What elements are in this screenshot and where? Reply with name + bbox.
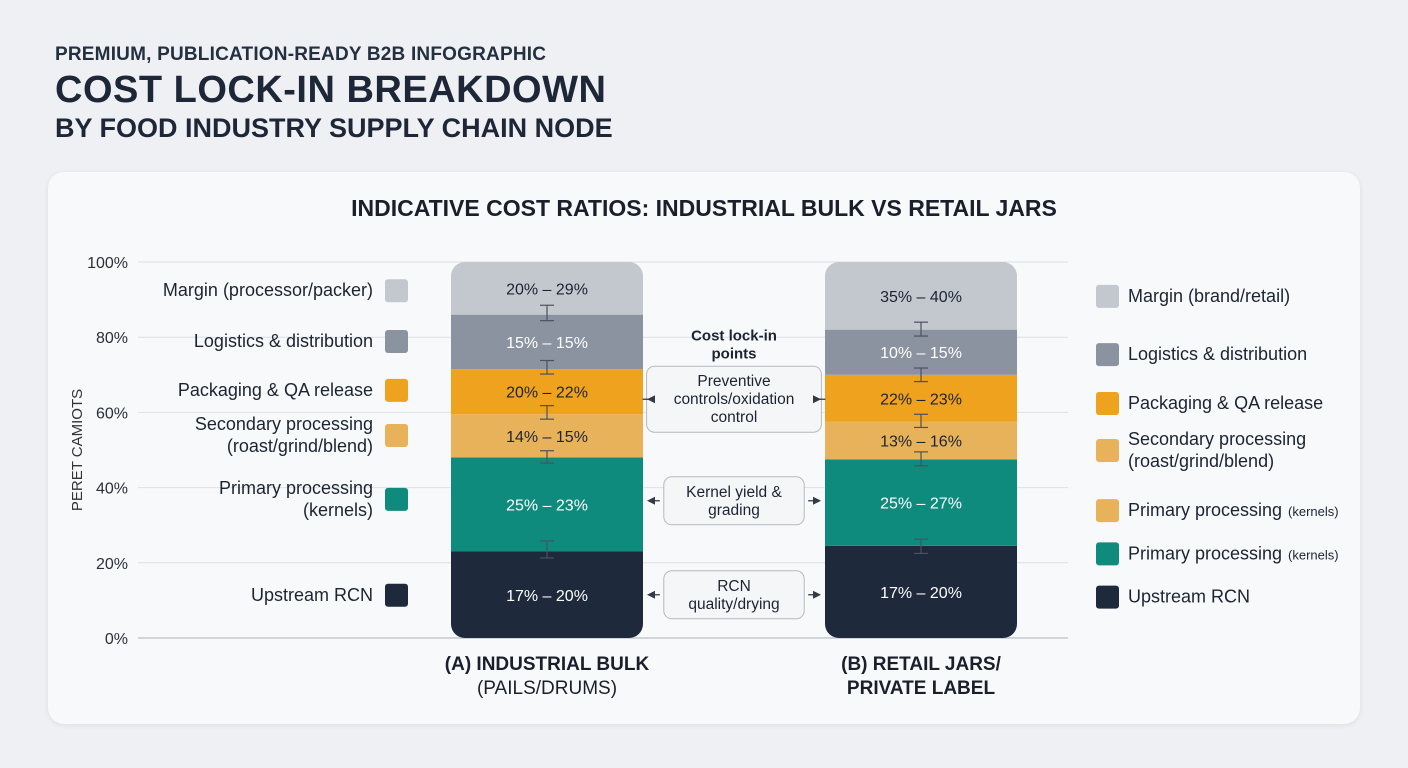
segment-label: 14% – 15%: [506, 429, 588, 446]
legend-label: Margin (brand/retail): [1128, 286, 1290, 306]
annotation-arrowhead: [647, 591, 655, 599]
legend-swatch-packaging: [385, 379, 408, 402]
legend-label: Primary processing (kernels): [1128, 543, 1339, 563]
y-axis-label: PERET CAMIOTS: [69, 389, 86, 511]
legend-label: (roast/grind/blend): [227, 436, 373, 456]
y-tick-label: 100%: [87, 255, 128, 272]
annotation-text: RCN: [717, 578, 751, 595]
y-tick-label: 0%: [105, 631, 128, 648]
annotation-arrowhead: [813, 497, 821, 505]
y-tick-label: 60%: [96, 405, 128, 422]
legend-swatch-upstream: [385, 584, 408, 607]
legend-swatch-secondary: [1096, 439, 1119, 462]
chart-title: INDICATIVE COST RATIOS: INDUSTRIAL BULK …: [351, 195, 1057, 221]
segment-label: 10% – 15%: [880, 345, 962, 362]
legend-label: Logistics & distribution: [1128, 344, 1307, 364]
legend-swatch-primary: [385, 488, 408, 511]
annotation-arrowhead: [647, 497, 655, 505]
legend-swatch-primary: [1096, 542, 1119, 565]
segment-label: 17% – 20%: [880, 585, 962, 602]
annotation-text: control: [711, 409, 758, 426]
legend-swatch-upstream: [1096, 586, 1119, 609]
segment-label: 17% – 20%: [506, 588, 588, 605]
y-tick-label: 40%: [96, 481, 128, 498]
stacked-bar-chart: INDICATIVE COST RATIOS: INDUSTRIAL BULK …: [48, 172, 1360, 724]
segment-label: 13% – 16%: [880, 434, 962, 451]
annotation-text: Kernel yield &: [686, 484, 782, 501]
annotation-text: controls/oxidation: [674, 391, 795, 408]
legend-swatch-secondary: [1096, 499, 1119, 522]
page-title: COST LOCK-IN BREAKDOWN: [55, 70, 613, 110]
segment-label: 20% – 29%: [506, 281, 588, 298]
annotation-text: grading: [708, 502, 760, 519]
y-tick-label: 80%: [96, 330, 128, 347]
segment-label: 20% – 22%: [506, 385, 588, 402]
annotation-text: points: [712, 346, 757, 363]
legend-label: (roast/grind/blend): [1128, 451, 1274, 471]
legend-label: Primary processing: [219, 478, 373, 498]
legend-label: Packaging & QA release: [178, 380, 373, 400]
legend-label: Packaging & QA release: [1128, 393, 1323, 413]
legend-label: Secondary processing: [195, 414, 373, 434]
legend-label: Upstream RCN: [251, 585, 373, 605]
category-label: (B) RETAIL JARS/: [841, 654, 1001, 675]
legend-label: Secondary processing: [1128, 429, 1306, 449]
category-label: (PAILS/DRUMS): [477, 678, 617, 699]
legend-swatch-margin: [385, 279, 408, 302]
legend-swatch-logistics: [385, 330, 408, 353]
annotation-text: Cost lock-in: [691, 328, 777, 345]
y-tick-label: 20%: [96, 556, 128, 573]
annotation-text: quality/drying: [688, 596, 779, 613]
kicker: PREMIUM, PUBLICATION-READY B2B INFOGRAPH…: [55, 44, 613, 66]
category-label: (A) INDUSTRIAL BULK: [445, 654, 650, 675]
annotation-arrowhead: [813, 591, 821, 599]
chart-card: INDICATIVE COST RATIOS: INDUSTRIAL BULK …: [48, 172, 1360, 724]
segment-label: 25% – 23%: [506, 498, 588, 515]
legend-label: Primary processing (kernels): [1128, 500, 1339, 520]
segment-label: 15% – 15%: [506, 335, 588, 352]
legend-swatch-logistics: [1096, 343, 1119, 366]
legend-label: Upstream RCN: [1128, 587, 1250, 607]
annotation-text: Preventive: [697, 373, 770, 390]
segment-label: 22% – 23%: [880, 391, 962, 408]
header: PREMIUM, PUBLICATION-READY B2B INFOGRAPH…: [55, 44, 613, 144]
page-subtitle: BY FOOD INDUSTRY SUPPLY CHAIN NODE: [55, 112, 613, 144]
legend-label: Logistics & distribution: [194, 331, 373, 351]
category-label: PRIVATE LABEL: [847, 678, 996, 699]
segment-label: 25% – 27%: [880, 496, 962, 513]
legend-swatch-secondary: [385, 424, 408, 447]
segment-label: 35% – 40%: [880, 289, 962, 306]
legend-label: (kernels): [303, 500, 373, 520]
legend-swatch-margin: [1096, 285, 1119, 308]
legend-label: Margin (processor/packer): [163, 280, 373, 300]
legend-swatch-packaging: [1096, 392, 1119, 415]
